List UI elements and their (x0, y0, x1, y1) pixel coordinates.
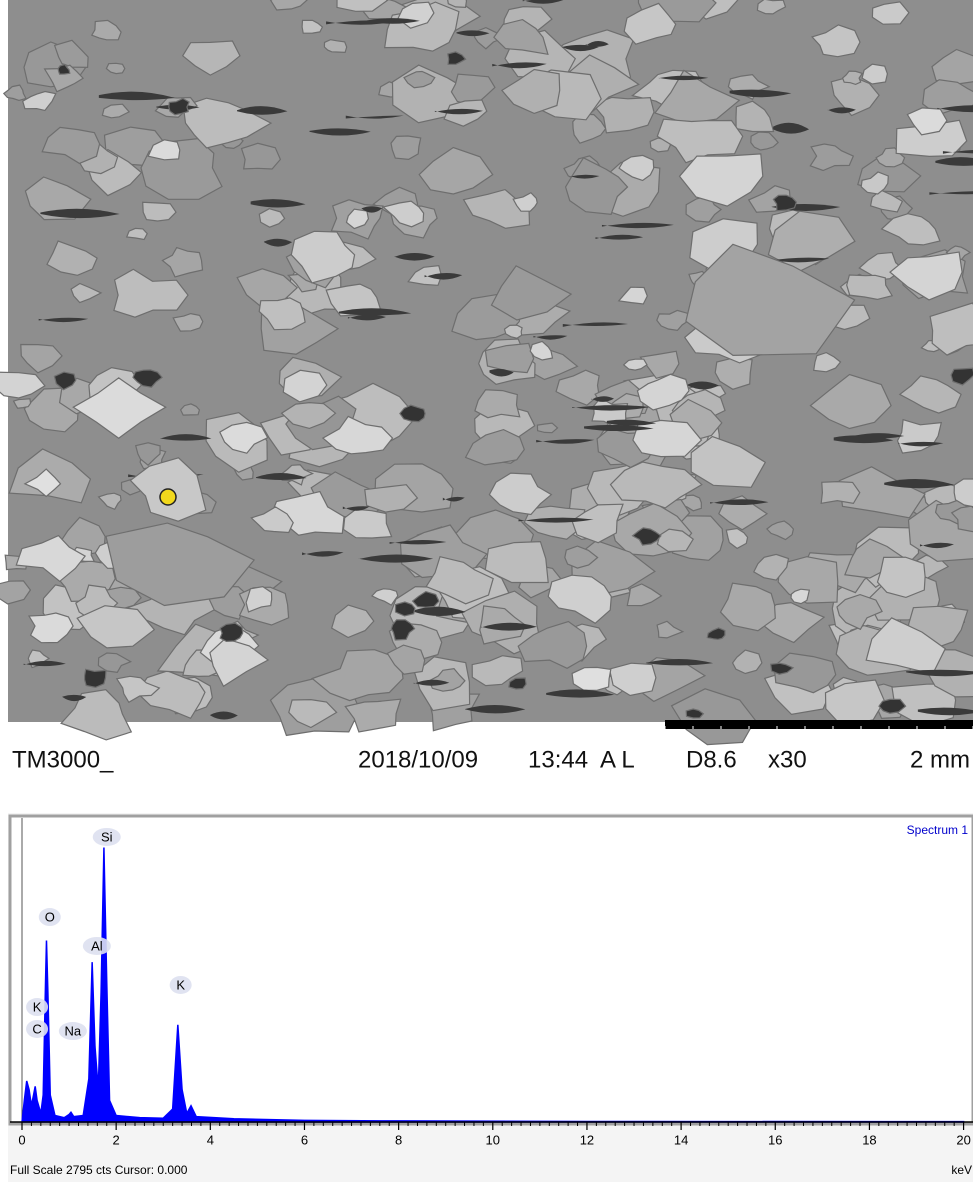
x-unit: keV (951, 1163, 972, 1177)
x-tick-label: 14 (674, 1132, 688, 1147)
x-tick-label: 12 (580, 1132, 594, 1147)
x-tick-label: 20 (956, 1132, 970, 1147)
page-canvas: TM3000_ 2018/10/09 13:44 A L D8.6 x30 2 … (0, 0, 973, 1182)
x-tick-label: 0 (18, 1132, 25, 1147)
bright-grain (572, 667, 611, 690)
scale-bar (665, 720, 973, 729)
dark-grain (85, 669, 106, 687)
x-tick-label: 2 (113, 1132, 120, 1147)
grain (324, 40, 346, 53)
dark-grain (773, 195, 796, 211)
mode: A L (600, 746, 635, 773)
date: 2018/10/09 (358, 746, 478, 773)
bright-grain (344, 509, 392, 538)
dark-grain (220, 623, 243, 641)
x-tick-label: 18 (862, 1132, 876, 1147)
x-tick-label: 8 (395, 1132, 402, 1147)
x-tick-label: 6 (301, 1132, 308, 1147)
time: 13:44 (528, 746, 588, 773)
peak-label: C (32, 1021, 41, 1036)
peak-label: Si (101, 829, 113, 844)
footer: Full Scale 2795 cts Cursor: 0.000 (10, 1163, 188, 1177)
plot-area (10, 816, 973, 1124)
peak-label: K (176, 977, 185, 992)
x-tick-label: 4 (207, 1132, 214, 1147)
grain (242, 143, 281, 169)
instrument: TM3000_ (12, 746, 114, 773)
grain (537, 423, 557, 433)
distance: D8.6 (686, 746, 737, 773)
scale-label: 2 mm (910, 746, 970, 773)
peak-label: K (33, 999, 42, 1014)
page: TM3000_ 2018/10/09 13:44 A L D8.6 x30 2 … (0, 0, 973, 1182)
peak-label: Na (65, 1023, 82, 1038)
grain (821, 482, 860, 504)
analysis-point (160, 489, 176, 505)
spectrum-title: Spectrum 1 (907, 823, 969, 837)
grain (847, 275, 893, 299)
grain (14, 399, 31, 408)
x-tick-label: 16 (768, 1132, 782, 1147)
peak-label: O (45, 909, 55, 924)
x-tick-label: 10 (486, 1132, 500, 1147)
sem-image (0, 0, 973, 745)
magnification: x30 (768, 746, 807, 773)
dark-grain (396, 602, 415, 616)
peak-label: Al (91, 938, 103, 953)
